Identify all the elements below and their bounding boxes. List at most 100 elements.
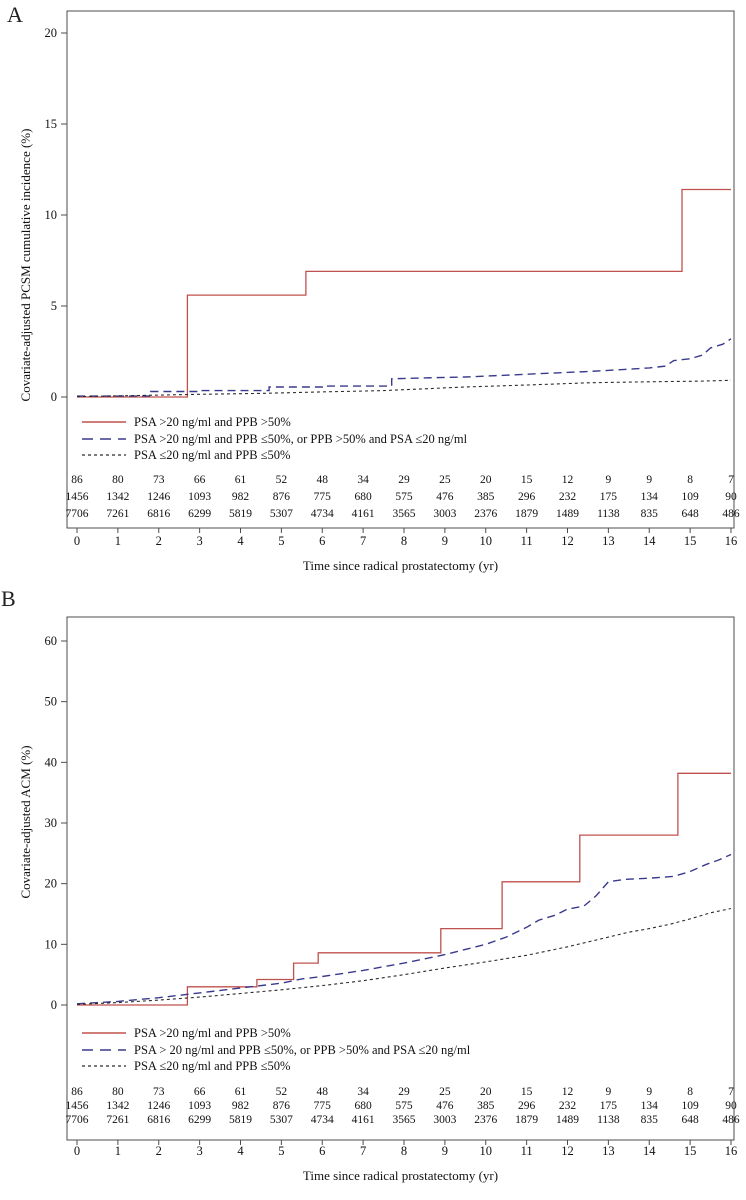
risk-table-cell: 4161: [352, 1114, 375, 1126]
risk-table-cell: 7: [728, 1086, 734, 1098]
risk-table-cell: 680: [355, 491, 373, 503]
risk-table-cell: 4734: [311, 1114, 334, 1126]
risk-table-cell: 25: [439, 474, 451, 486]
risk-table-cell: 90: [725, 491, 737, 503]
legend-label-1: PSA > 20 ng/ml and PPB ≤50%, or PPB >50%…: [134, 1043, 471, 1057]
risk-table-cell: 12: [562, 1086, 574, 1098]
x-tick-label: 15: [684, 534, 697, 548]
risk-table-cell: 52: [276, 474, 288, 486]
x-tick-label: 9: [442, 534, 448, 548]
panel-a-label: A: [7, 2, 23, 27]
risk-table-cell: 1093: [188, 491, 211, 503]
risk-table-cell: 29: [398, 1086, 410, 1098]
risk-table-cell: 66: [194, 1086, 206, 1098]
risk-table-cell: 73: [153, 474, 165, 486]
risk-table-cell: 7706: [66, 508, 89, 520]
risk-table-cell: 73: [153, 1086, 165, 1098]
risk-table-cell: 109: [682, 491, 700, 503]
risk-table-cell: 48: [317, 474, 329, 486]
x-tick-label: 9: [442, 1144, 448, 1158]
x-tick-label: 12: [561, 1144, 574, 1158]
x-tick-label: 3: [197, 534, 203, 548]
risk-table-cell: 9: [646, 474, 652, 486]
risk-table-cell: 80: [112, 1086, 124, 1098]
series-curve-0: [77, 772, 731, 1006]
risk-table-cell: 175: [600, 1100, 618, 1112]
panel-a-y-axis-title: Covariate-adjusted PCSM cumulative incid…: [18, 128, 33, 402]
x-tick-label: 13: [602, 534, 615, 548]
risk-table-cell: 476: [436, 491, 454, 503]
risk-table-cell: 3003: [433, 508, 456, 520]
risk-table-cell: 12: [562, 474, 574, 486]
risk-table-cell: 3565: [393, 508, 416, 520]
risk-table-cell: 1342: [106, 1100, 129, 1112]
risk-table-cell: 90: [725, 1100, 737, 1112]
risk-table-cell: 982: [232, 491, 250, 503]
risk-table-cell: 1456: [66, 1100, 89, 1112]
risk-table-cell: 7: [728, 474, 734, 486]
x-tick-label: 7: [360, 534, 366, 548]
risk-table-cell: 575: [395, 1100, 413, 1112]
y-tick-label: 0: [51, 998, 57, 1012]
risk-table-cell: 15: [521, 474, 533, 486]
legend-label-1: PSA >20 ng/ml and PPB ≤50%, or PPB >50% …: [134, 432, 468, 446]
y-tick-label: 10: [45, 937, 58, 951]
risk-table-cell: 1489: [556, 1114, 579, 1126]
risk-table-cell: 1879: [515, 508, 538, 520]
risk-table-cell: 4734: [311, 508, 334, 520]
risk-table-cell: 134: [641, 1100, 659, 1112]
y-tick-label: 40: [45, 755, 58, 769]
x-tick-label: 15: [684, 1144, 697, 1158]
risk-table-cell: 8: [687, 474, 693, 486]
y-tick-label: 50: [45, 695, 58, 709]
legend-label-0: PSA >20 ng/ml and PPB >50%: [134, 1026, 291, 1040]
x-tick-label: 10: [480, 1144, 493, 1158]
risk-table-cell: 7261: [106, 508, 129, 520]
y-tick-label: 20: [45, 877, 58, 891]
risk-table-cell: 1246: [147, 491, 170, 503]
series-curve-0: [77, 188, 731, 398]
x-tick-label: 0: [74, 534, 80, 548]
risk-table-cell: 296: [518, 1100, 536, 1112]
panel-a-plot-border: [66, 10, 735, 529]
risk-table-cell: 4161: [352, 508, 375, 520]
series-curve-2: [76, 907, 732, 1005]
risk-table-cell: 61: [235, 1086, 247, 1098]
risk-table-cell: 9: [606, 1086, 612, 1098]
x-tick-label: 8: [401, 534, 407, 548]
x-tick-label: 8: [401, 1144, 407, 1158]
risk-table-cell: 3565: [393, 1114, 416, 1126]
risk-table-cell: 575: [395, 491, 413, 503]
risk-table-cell: 486: [722, 1114, 740, 1126]
x-tick-label: 3: [197, 1144, 203, 1158]
x-tick-label: 5: [278, 534, 284, 548]
risk-table-cell: 34: [357, 474, 369, 486]
risk-table-cell: 385: [477, 491, 495, 503]
legend-label-2: PSA ≤20 ng/ml and PPB ≤50%: [134, 1059, 290, 1073]
risk-table-cell: 20: [480, 1086, 492, 1098]
x-tick-label: 14: [643, 534, 656, 548]
risk-table-cell: 1093: [188, 1100, 211, 1112]
risk-table-cell: 175: [600, 491, 618, 503]
risk-table-cell: 48: [317, 1086, 329, 1098]
risk-table-cell: 648: [682, 1114, 700, 1126]
x-tick-label: 10: [480, 534, 493, 548]
risk-table-cell: 476: [436, 1100, 454, 1112]
x-tick-label: 14: [643, 1144, 656, 1158]
risk-table-cell: 2376: [474, 508, 497, 520]
x-tick-label: 7: [360, 1144, 366, 1158]
panel-b-y-axis-title: Covariate-adjusted ACM (%): [18, 745, 33, 899]
x-tick-label: 11: [521, 534, 533, 548]
risk-table-cell: 29: [398, 474, 410, 486]
risk-table-cell: 8: [687, 1086, 693, 1098]
risk-table-cell: 5819: [229, 1114, 252, 1126]
y-tick-label: 5: [51, 299, 57, 313]
risk-table-cell: 6299: [188, 1114, 211, 1126]
risk-table-cell: 5819: [229, 508, 252, 520]
x-tick-label: 1: [115, 1144, 121, 1158]
risk-table-cell: 20: [480, 474, 492, 486]
risk-table-cell: 385: [477, 1100, 495, 1112]
risk-table-cell: 5307: [270, 508, 293, 520]
x-tick-label: 4: [237, 1144, 244, 1158]
